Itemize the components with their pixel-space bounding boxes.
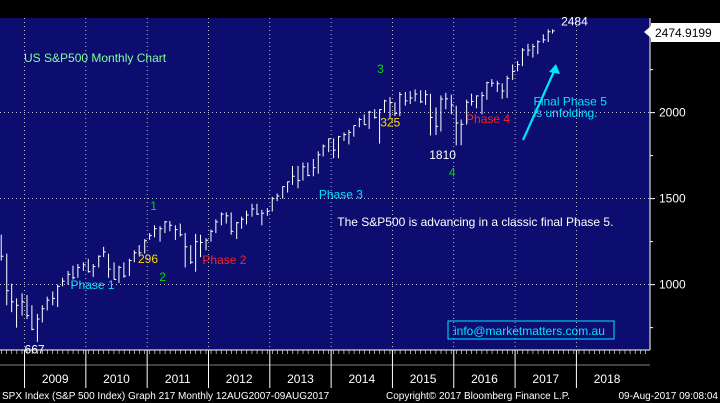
- chart-title: US S&P500 Monthly Chart: [24, 51, 167, 65]
- chart-annotation: 2484: [561, 15, 588, 29]
- chart-annotation: Phase 4: [466, 112, 510, 126]
- phase5-arrow-head: [549, 64, 560, 74]
- y-tick-label: 1000: [659, 278, 686, 292]
- x-tick-label: 2009: [42, 372, 69, 386]
- status-bar-left: SPX Index (S&P 500 Index) Graph 217 Mont…: [2, 391, 330, 402]
- grid-lines: [0, 18, 650, 350]
- chart-annotation: 325: [380, 115, 400, 129]
- phase5-arrow-shaft: [521, 66, 558, 141]
- x-tick-label: 2014: [348, 372, 375, 386]
- x-tick-label: 2011: [165, 372, 191, 386]
- x-tick-label: 2018: [594, 372, 621, 386]
- x-tick-label: 2016: [471, 372, 498, 386]
- chart-annotation: 2: [159, 270, 166, 284]
- chart-annotation: Phase 1: [71, 278, 115, 292]
- last-value-box: [651, 23, 720, 42]
- chart-annotation: 296: [138, 252, 158, 266]
- x-tick-label: 2015: [410, 372, 437, 386]
- chart-annotation: Final Phase 5: [533, 95, 607, 109]
- chart-annotation: Phase 2: [202, 253, 246, 267]
- x-tick-label: 2012: [226, 372, 253, 386]
- last-value-pointer: [644, 26, 651, 38]
- status-bar-center: Copyright© 2017 Bloomberg Finance L.P.: [386, 391, 570, 402]
- y-tick-label: 1500: [659, 192, 686, 206]
- last-value-label: 2474.9199: [655, 26, 712, 40]
- chart-annotation: 3: [377, 62, 384, 76]
- y-axis: 1000 1500 2000: [649, 18, 686, 350]
- chart-annotation: 1810: [429, 148, 456, 162]
- y-tick-label: 2000: [659, 106, 686, 120]
- chart-annotation: 667: [25, 342, 45, 356]
- status-bar-right: 09-Aug-2017 09:08:04: [618, 391, 718, 402]
- x-axis-band: [0, 350, 720, 388]
- price-bars: [0, 29, 555, 342]
- x-tick-label: 2013: [287, 372, 314, 386]
- chart-annotation: 1: [150, 199, 157, 213]
- chart-annotation: Phase 3: [319, 188, 363, 202]
- x-tick-label: 2017: [532, 372, 559, 386]
- status-bar: [0, 388, 720, 403]
- x-axis: 2009 2010 2011 2012 2013 2014 2015 2016 2017 2018: [0, 349, 720, 388]
- plot-area: [0, 18, 650, 350]
- chart-annotation: is unfolding.: [533, 106, 597, 120]
- contact-email: info@marketmatters.com.au: [454, 324, 605, 338]
- chart-annotation: The S&P500 is advancing in a classic fin…: [337, 215, 613, 229]
- contact-email-box: [447, 320, 615, 340]
- chart-annotation: 4: [449, 165, 456, 179]
- x-tick-label: 2010: [103, 372, 130, 386]
